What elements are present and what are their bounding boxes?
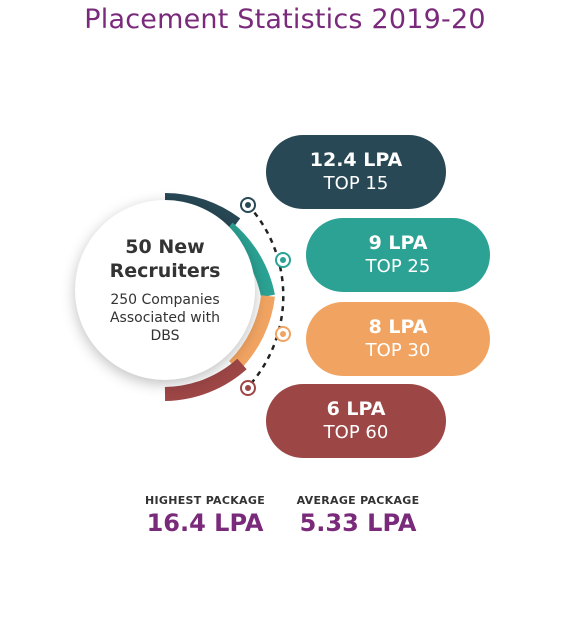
- tier-package: 8 LPA: [368, 316, 428, 338]
- marker-top-25: [275, 252, 291, 268]
- marker-top-30: [275, 326, 291, 342]
- tier-package: 6 LPA: [326, 398, 386, 420]
- highest-package-label: HIGHEST PACKAGE: [144, 494, 266, 507]
- tier-package: 9 LPA: [368, 232, 428, 254]
- average-package-stat: AVERAGE PACKAGE 5.33 LPA: [290, 494, 426, 537]
- average-package-value: 5.33 LPA: [299, 509, 417, 537]
- tier-pill-top-30: 8 LPA TOP 30: [306, 302, 490, 376]
- tier-pill-top-60: 6 LPA TOP 60: [266, 384, 446, 458]
- arc-segment-top-60: [164, 358, 247, 401]
- tier-rank: TOP 25: [365, 256, 431, 277]
- recruiters-headline: 50 New Recruiters: [109, 236, 221, 282]
- tier-pill-top-25: 9 LPA TOP 25: [306, 218, 490, 292]
- highest-package-value: 16.4 LPA: [146, 509, 264, 537]
- marker-top-60: [240, 380, 256, 396]
- marker-top-15: [240, 197, 256, 213]
- tier-rank: TOP 30: [365, 340, 431, 361]
- tier-package: 12.4 LPA: [309, 149, 403, 171]
- recruiters-circle: 50 New Recruiters 250 Companies Associat…: [75, 200, 255, 380]
- page-title: Placement Statistics 2019-20: [84, 4, 486, 35]
- highest-package-stat: HIGHEST PACKAGE 16.4 LPA: [140, 494, 270, 537]
- dashed-connector: [247, 204, 285, 388]
- tier-rank: TOP 60: [323, 422, 389, 443]
- companies-subtext: 250 Companies Associated with DBS: [109, 292, 221, 344]
- tier-rank: TOP 15: [323, 173, 389, 194]
- arc-segment-top-30: [228, 295, 275, 371]
- average-package-label: AVERAGE PACKAGE: [296, 494, 420, 507]
- tier-pill-top-15: 12.4 LPA TOP 15: [266, 135, 446, 209]
